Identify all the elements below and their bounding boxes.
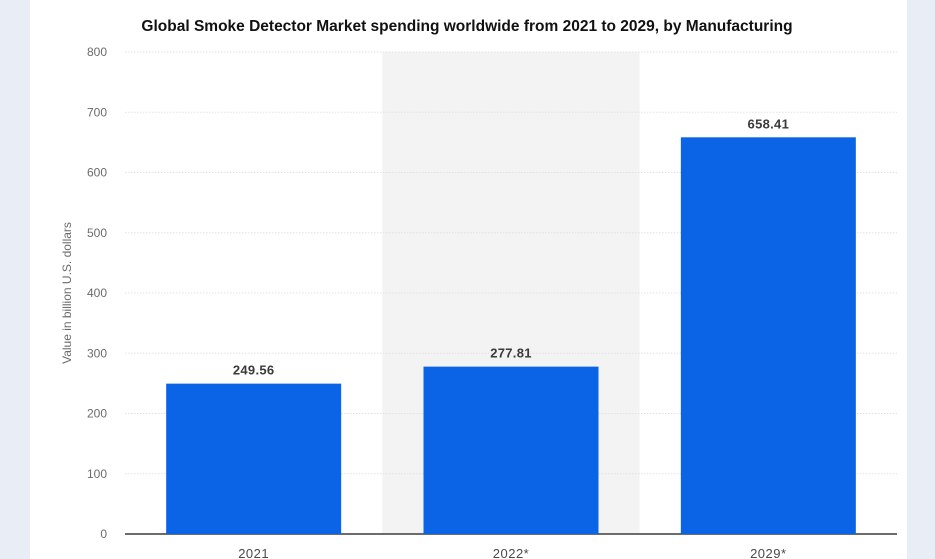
data-label: 277.81 <box>490 346 532 361</box>
bar <box>166 383 342 534</box>
y-axis-label: Value in billion U.S. dollars <box>60 222 74 364</box>
y-tick-label: 0 <box>100 527 107 541</box>
chart-title: Global Smoke Detector Market spending wo… <box>141 18 792 35</box>
y-tick-label: 800 <box>87 45 107 59</box>
bar-chart: 0 100 200 300 400 500 600 700 800 249.56 2021 277.8… <box>60 18 897 559</box>
data-label: 249.56 <box>233 363 275 378</box>
x-tick-label: 2021 <box>238 546 269 559</box>
y-tick-label: 500 <box>87 226 107 240</box>
bar <box>423 366 599 534</box>
data-label: 658.41 <box>748 116 790 131</box>
y-tick-label: 100 <box>87 467 107 481</box>
y-tick-label: 300 <box>87 346 107 360</box>
x-tick-label: 2022* <box>493 546 529 559</box>
y-tick-label: 600 <box>87 166 107 180</box>
chart-canvas: 0 100 200 300 400 500 600 700 800 249.56 2021 277.8… <box>30 0 907 559</box>
y-tick-label: 700 <box>87 105 107 119</box>
y-tick-label: 200 <box>87 407 107 421</box>
bar <box>680 137 856 534</box>
x-tick-label: 2029* <box>750 546 786 559</box>
y-tick-label: 400 <box>87 286 107 300</box>
